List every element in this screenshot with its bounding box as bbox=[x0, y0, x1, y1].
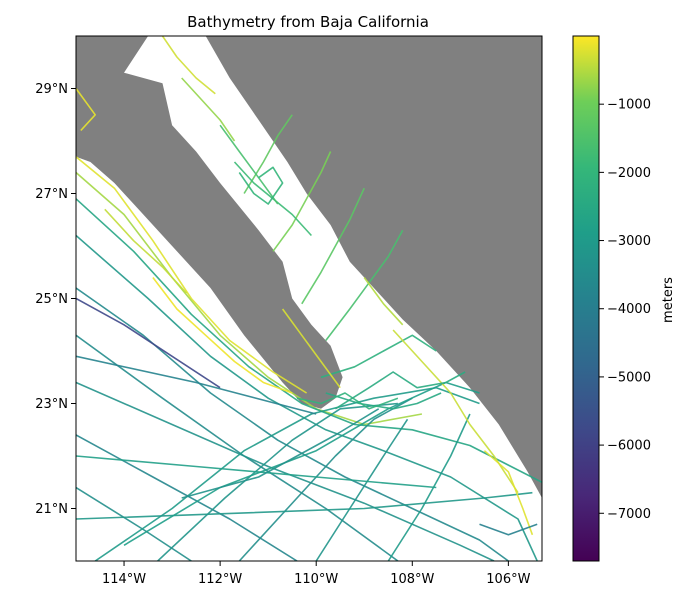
sounding-track-6 bbox=[76, 297, 221, 389]
x-tick-label: 112°W bbox=[198, 572, 242, 587]
sounding-track-1 bbox=[76, 156, 308, 394]
sounding-track-15 bbox=[387, 413, 471, 561]
y-axis: 29°N 27°N 25°N 23°N 21°N bbox=[35, 82, 76, 517]
sounding-track-24 bbox=[301, 187, 365, 305]
sounding-track-23 bbox=[325, 229, 404, 341]
colorbar-tick-label: −4000 bbox=[607, 302, 651, 317]
sounding-track-25 bbox=[272, 151, 332, 252]
sounding-track-12 bbox=[157, 402, 398, 561]
sounding-track-4 bbox=[76, 234, 538, 561]
sounding-track-39 bbox=[104, 208, 188, 294]
sounding-track-30 bbox=[161, 36, 216, 95]
map-layer bbox=[76, 36, 542, 561]
y-tick-label: 29°N bbox=[35, 82, 68, 97]
colorbar-gradient bbox=[572, 35, 600, 562]
x-tick-label: 114°W bbox=[102, 572, 146, 587]
colorbar-ticks: −1000 −2000 −3000 −4000 −5000 −6000 −7000 bbox=[599, 98, 651, 522]
sounding-track-3 bbox=[76, 198, 542, 484]
sounding-track-17 bbox=[76, 455, 437, 489]
y-tick-label: 23°N bbox=[35, 397, 68, 412]
sounding-track-13 bbox=[238, 397, 413, 561]
sounding-track-9 bbox=[76, 434, 298, 561]
sounding-track-36 bbox=[334, 371, 466, 410]
sounding-track-31 bbox=[76, 88, 96, 132]
sounding-track-14 bbox=[315, 418, 409, 561]
tracks-layer bbox=[76, 36, 542, 561]
sounding-track-38 bbox=[152, 277, 293, 394]
x-tick-label: 108°W bbox=[390, 572, 434, 587]
colorbar-label: meters bbox=[661, 277, 676, 323]
colorbar-tick-label: −7000 bbox=[607, 507, 651, 522]
colorbar-tick-label: −2000 bbox=[607, 166, 651, 181]
sounding-track-32 bbox=[281, 308, 341, 389]
sounding-track-22 bbox=[320, 334, 437, 379]
y-tick-label: 21°N bbox=[35, 502, 68, 517]
land-baja-peninsula bbox=[76, 36, 343, 409]
x-tick-label: 106°W bbox=[486, 572, 530, 587]
sounding-track-10 bbox=[76, 486, 192, 561]
sounding-track-27 bbox=[233, 161, 312, 237]
sounding-track-28 bbox=[219, 124, 279, 205]
sounding-track-34 bbox=[363, 277, 404, 326]
colorbar-tick-label: −5000 bbox=[607, 370, 651, 385]
x-tick-label: 110°W bbox=[294, 572, 338, 587]
sounding-track-40 bbox=[483, 450, 534, 536]
x-axis: 114°W 112°W 110°W 108°W 106°W bbox=[102, 561, 531, 587]
sounding-track-19 bbox=[123, 381, 480, 546]
sounding-track-35 bbox=[238, 166, 284, 205]
sounding-track-18 bbox=[76, 355, 317, 415]
sounding-track-8 bbox=[76, 381, 495, 561]
y-tick-label: 27°N bbox=[35, 187, 68, 202]
sounding-track-37 bbox=[296, 392, 399, 410]
sounding-track-41 bbox=[479, 523, 538, 536]
colorbar-tick-label: −1000 bbox=[607, 98, 651, 113]
sounding-track-26 bbox=[243, 114, 293, 194]
y-tick-label: 25°N bbox=[35, 292, 68, 307]
colorbar: −1000 −2000 −3000 −4000 −5000 −6000 −7000 mete… bbox=[572, 35, 676, 562]
colorbar-tick-label: −3000 bbox=[607, 234, 651, 249]
land-mainland-mexico bbox=[205, 36, 542, 498]
chart-title: Bathymetry from Baja California bbox=[187, 13, 429, 31]
sounding-track-20 bbox=[181, 408, 380, 499]
colorbar-tick-label: −6000 bbox=[607, 439, 651, 454]
sounding-track-29 bbox=[181, 77, 236, 142]
